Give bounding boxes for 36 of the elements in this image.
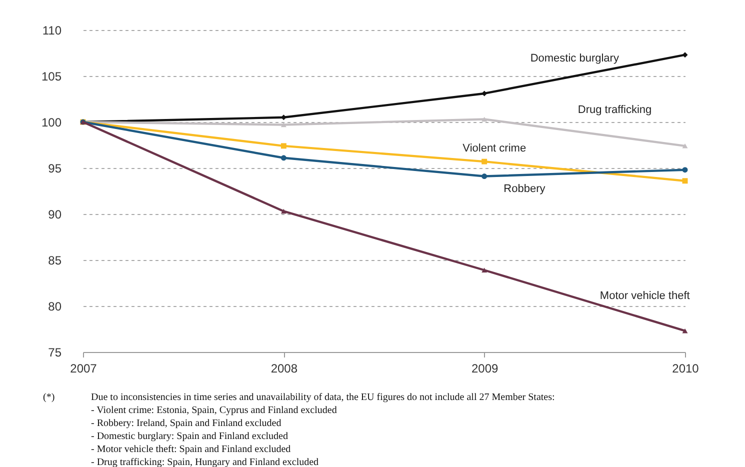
point — [280, 143, 286, 149]
y-tick-label: 95 — [48, 162, 62, 176]
point — [280, 122, 286, 128]
y-tick-label: 85 — [48, 254, 62, 268]
point — [682, 144, 688, 148]
point — [682, 52, 688, 58]
y-tick-label: 110 — [42, 24, 62, 38]
point — [482, 116, 488, 122]
point — [482, 158, 488, 164]
y-tick-label: 105 — [41, 70, 62, 84]
point — [682, 167, 688, 173]
point — [482, 174, 488, 180]
series-label: Violent crime — [462, 142, 526, 155]
text: Due to inconsistencies in time series and unavailability of data, the EU figures do not include all 27 Member States: — [91, 392, 555, 403]
point — [682, 178, 688, 184]
point — [482, 268, 488, 272]
series-label: Motor vehicle theft — [600, 290, 690, 302]
text: - Drug trafficking: Spain, Hungary and Finland excluded — [91, 457, 319, 467]
text: - Violent crime: Estonia, Spain, Cyprus and Finland excluded — [91, 405, 337, 416]
y-tick-label: 100 — [41, 116, 62, 130]
series-label: Drug trafficking — [578, 104, 652, 116]
x-tick-label: 2009 — [471, 362, 499, 376]
x-tick-label: 2007 — [70, 362, 98, 376]
text: (*) — [43, 392, 55, 403]
point — [280, 208, 286, 214]
point — [280, 155, 286, 161]
text: - Robbery: Ireland, Spain and Finland excluded — [91, 418, 282, 429]
x-tick-label: 2010 — [672, 362, 700, 376]
text: - Motor vehicle theft: Spain and Finland excluded — [91, 444, 291, 455]
series-label: Domestic burglary — [530, 52, 620, 65]
y-tick-label: 90 — [48, 208, 62, 222]
series-label: Robbery — [504, 183, 546, 196]
y-tick-label: 80 — [48, 300, 62, 314]
x-tick-label: 2008 — [270, 362, 298, 376]
text: - Domestic burglary: Spain and Finland excluded — [91, 431, 288, 442]
y-tick-label: 75 — [48, 346, 62, 360]
